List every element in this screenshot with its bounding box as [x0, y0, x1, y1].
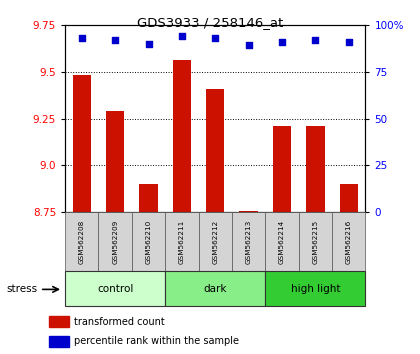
Point — [178, 33, 185, 39]
Bar — [49, 336, 69, 347]
Text: GSM562212: GSM562212 — [212, 219, 218, 264]
Bar — [165, 212, 199, 271]
Point — [212, 35, 218, 41]
Bar — [132, 212, 165, 271]
Text: GSM562208: GSM562208 — [79, 219, 85, 264]
Point — [278, 39, 285, 45]
Point — [245, 42, 252, 48]
Bar — [232, 212, 265, 271]
Bar — [273, 126, 291, 212]
Text: GSM562210: GSM562210 — [145, 219, 152, 264]
Text: GSM562214: GSM562214 — [279, 219, 285, 264]
Bar — [73, 75, 91, 212]
Bar — [299, 212, 332, 271]
Text: control: control — [97, 284, 133, 293]
Bar — [98, 212, 132, 271]
Text: GSM562216: GSM562216 — [346, 219, 352, 264]
Bar — [332, 212, 365, 271]
Point — [79, 35, 85, 41]
Text: transformed count: transformed count — [74, 316, 165, 327]
Bar — [106, 111, 124, 212]
Bar — [206, 88, 224, 212]
Bar — [173, 61, 191, 212]
Bar — [306, 126, 325, 212]
Bar — [49, 316, 69, 327]
Text: stress: stress — [6, 284, 37, 294]
Text: GSM562209: GSM562209 — [112, 219, 118, 264]
Bar — [65, 212, 98, 271]
Text: GSM562215: GSM562215 — [312, 219, 318, 264]
Bar — [65, 271, 165, 306]
Bar — [339, 184, 358, 212]
Text: GDS3933 / 258146_at: GDS3933 / 258146_at — [137, 16, 283, 29]
Bar — [265, 212, 299, 271]
Text: dark: dark — [204, 284, 227, 293]
Bar — [265, 271, 365, 306]
Text: GSM562211: GSM562211 — [179, 219, 185, 264]
Text: GSM562213: GSM562213 — [246, 219, 252, 264]
Bar — [199, 212, 232, 271]
Point — [112, 37, 118, 42]
Bar — [165, 271, 265, 306]
Point — [312, 37, 319, 42]
Text: high light: high light — [291, 284, 340, 293]
Text: percentile rank within the sample: percentile rank within the sample — [74, 336, 239, 346]
Point — [145, 41, 152, 46]
Point — [345, 39, 352, 45]
Bar — [139, 184, 158, 212]
Bar — [239, 211, 258, 212]
